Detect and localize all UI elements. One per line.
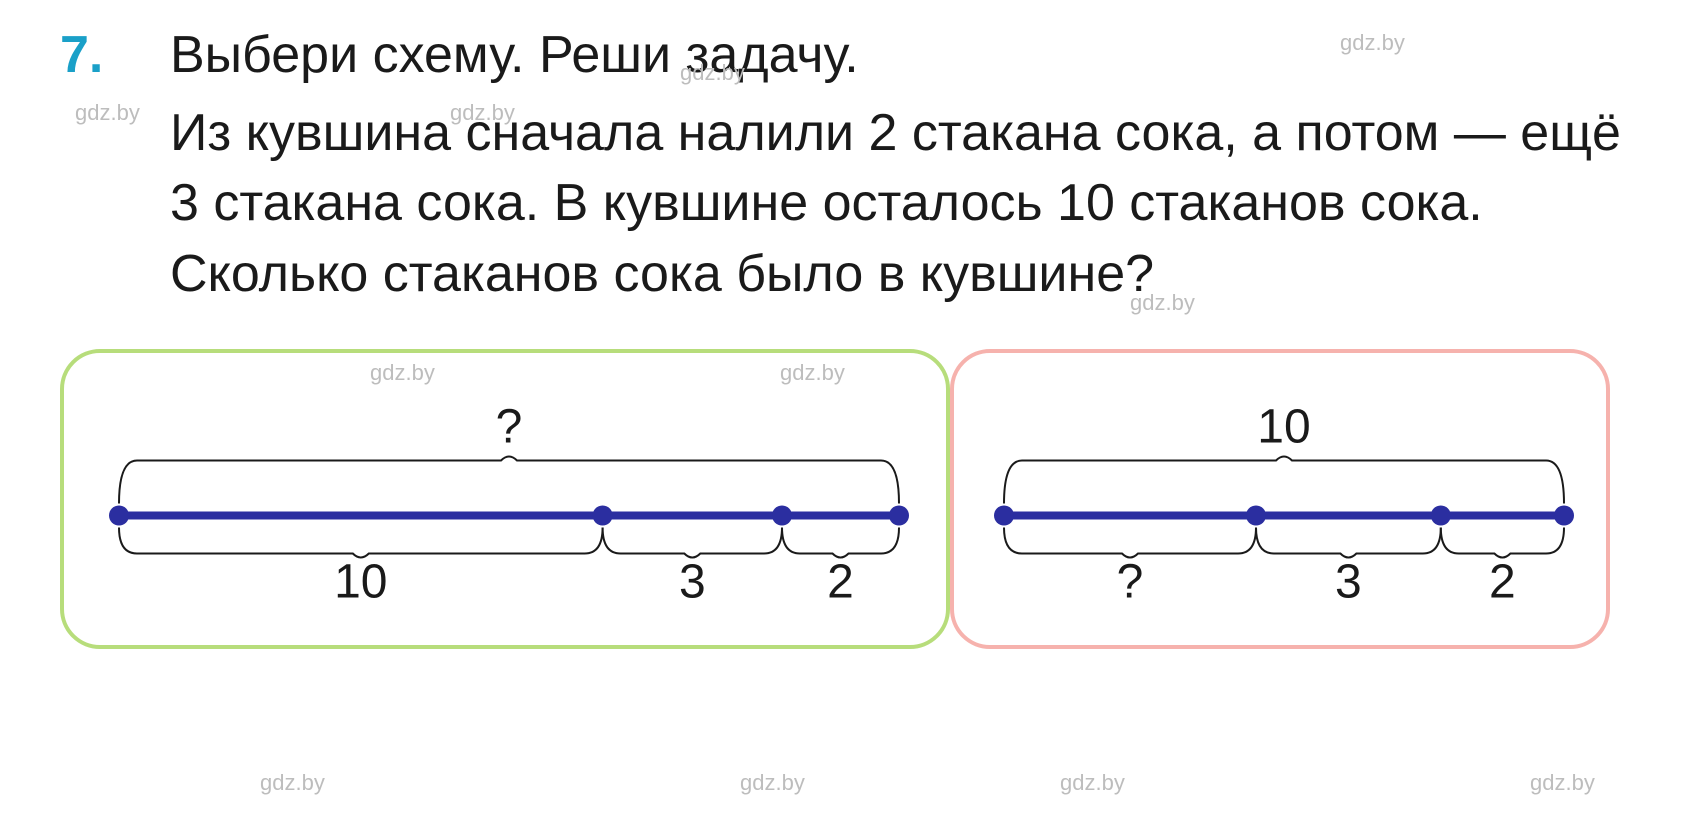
- diagram-left-dot-3: [889, 505, 909, 525]
- diagrams-row: ? 10 3 2 10? 3 2: [60, 349, 1629, 649]
- diagram-left-dot-1: [593, 505, 613, 525]
- watermark: gdz.by: [740, 770, 805, 796]
- diagram-left-svg: ? 10 3 2: [104, 378, 914, 628]
- diagram-right-brace-bottom-2: [1441, 527, 1564, 557]
- diagram-left-brace-top: [119, 456, 899, 503]
- diagram-left-segment-label-two: 2: [827, 555, 854, 608]
- diagram-right-brace-top-label: 10: [1257, 400, 1310, 453]
- diagram-left-brace-top-label: ?: [496, 400, 523, 453]
- diagram-left-dot-2: [772, 505, 792, 525]
- diagram-right-dot-1: [1246, 505, 1266, 525]
- diagram-left-brace-bottom-1: [603, 527, 782, 557]
- diagram-left-brace-bottom-2: [782, 527, 899, 557]
- diagram-left-dot-0: [109, 505, 129, 525]
- diagram-left-brace-bottom-0: [119, 527, 603, 557]
- diagram-right-box: 10? 3 2: [950, 349, 1610, 649]
- diagram-left-segment-label-three: 3: [679, 555, 706, 608]
- diagram-left-segment-label-ten: 10: [334, 555, 387, 608]
- diagram-right-segment-label-two: 2: [1489, 555, 1516, 608]
- diagram-right-brace-top: [1004, 456, 1564, 503]
- diagram-right-segment-label-unknown: ?: [1117, 555, 1144, 608]
- watermark: gdz.by: [1530, 770, 1595, 796]
- page: 7. Выбери схему. Реши задачу. Из кувшина…: [0, 0, 1689, 825]
- problem-lead: Выбери схему. Реши задачу.: [170, 20, 859, 90]
- diagram-right-svg: 10? 3 2: [994, 378, 1574, 628]
- problem-number: 7.: [60, 25, 130, 85]
- problem-heading-row: 7. Выбери схему. Реши задачу.: [60, 20, 1629, 90]
- diagram-right-dot-3: [1554, 505, 1574, 525]
- watermark: gdz.by: [1060, 770, 1125, 796]
- diagram-right-dot-2: [1431, 505, 1451, 525]
- diagram-left-box: ? 10 3 2: [60, 349, 950, 649]
- problem-body: Из кувшина сначала налили 2 стакана сока…: [170, 98, 1629, 309]
- diagram-right-brace-bottom-1: [1256, 527, 1441, 557]
- diagram-right-brace-bottom-0: [1004, 527, 1256, 557]
- diagram-right-dot-0: [994, 505, 1014, 525]
- diagram-right-segment-label-three: 3: [1335, 555, 1362, 608]
- watermark: gdz.by: [75, 100, 140, 126]
- watermark: gdz.by: [260, 770, 325, 796]
